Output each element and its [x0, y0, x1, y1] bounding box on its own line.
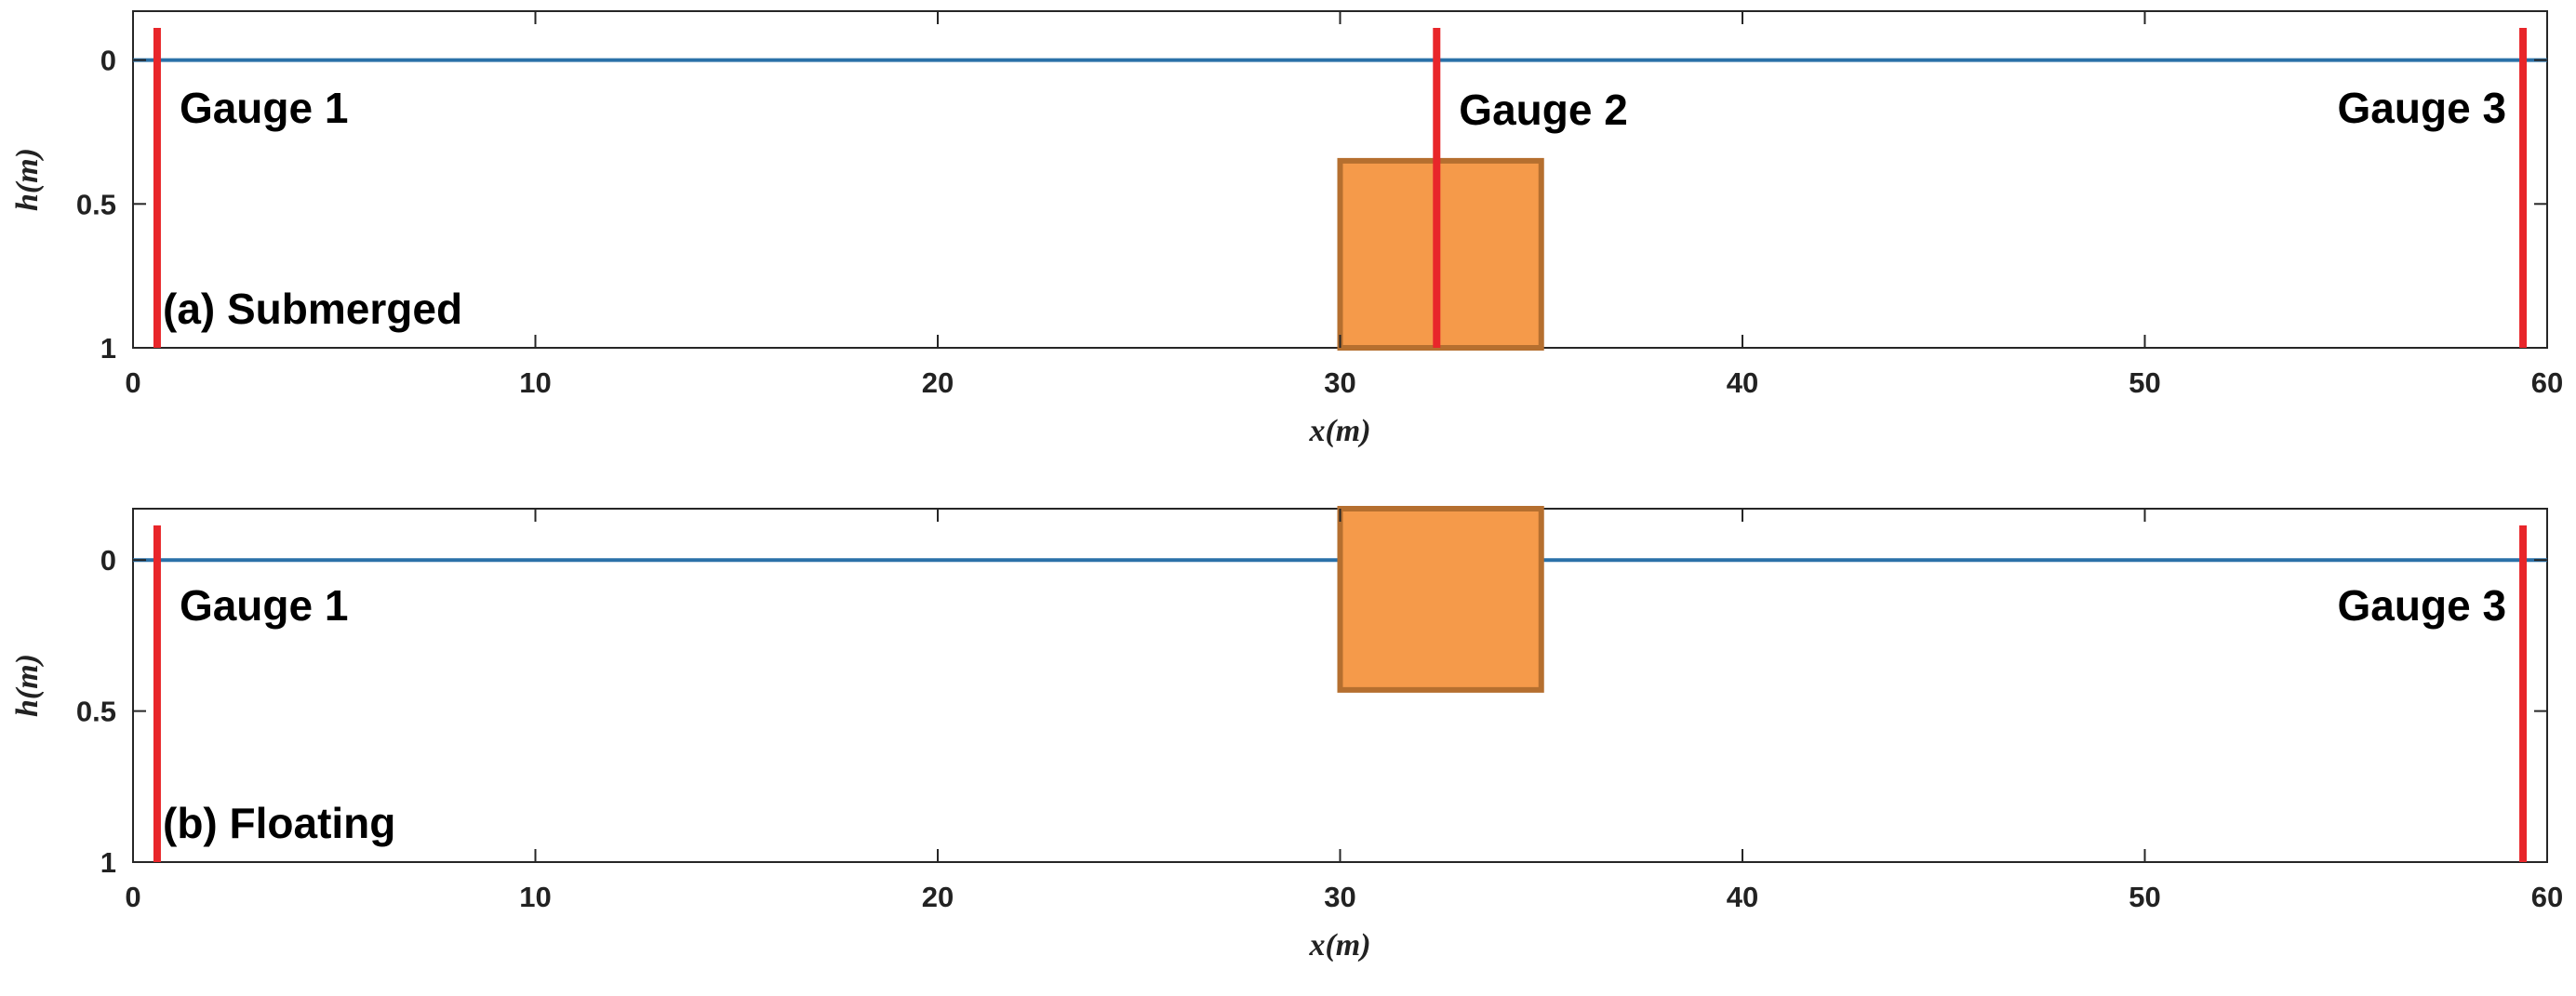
x-tick-label: 20 [922, 881, 954, 913]
x-tick-label: 60 [2531, 881, 2563, 913]
x-tick-label: 10 [519, 366, 551, 399]
x-tick-label: 50 [2129, 881, 2160, 913]
x-tick-label: 40 [1727, 881, 1758, 913]
x-tick-label: 0 [125, 366, 140, 399]
y-tick-label: 1 [100, 332, 116, 365]
x-axis-label: x(m) [1308, 928, 1370, 963]
x-tick-label: 30 [1324, 366, 1355, 399]
x-tick-label: 20 [922, 366, 954, 399]
gauge-label: Gauge 1 [180, 84, 349, 132]
x-axis-label: x(m) [1308, 414, 1370, 448]
y-tick-label: 0 [100, 45, 116, 77]
x-tick-label: 30 [1324, 881, 1355, 913]
gauge-label: Gauge 3 [2338, 84, 2507, 132]
y-tick-label: 0.5 [76, 188, 116, 220]
x-tick-label: 10 [519, 881, 551, 913]
y-axis-label: h(m) [10, 148, 45, 211]
y-tick-label: 0.5 [76, 696, 116, 728]
panel-label: (b) Floating [163, 799, 395, 847]
y-tick-label: 1 [100, 846, 116, 879]
y-tick-label: 0 [100, 544, 116, 577]
gauge-label: Gauge 2 [1459, 86, 1628, 134]
panel-label: (a) Submerged [163, 285, 462, 333]
y-axis-label: h(m) [10, 654, 45, 717]
gauge-label: Gauge 1 [180, 581, 349, 630]
gauge-label: Gauge 3 [2338, 581, 2507, 630]
x-tick-label: 0 [125, 881, 140, 913]
structure-block [1337, 506, 1544, 693]
x-tick-label: 50 [2129, 366, 2160, 399]
x-tick-label: 60 [2531, 366, 2563, 399]
structure-block [1337, 157, 1544, 351]
x-tick-label: 40 [1727, 366, 1758, 399]
